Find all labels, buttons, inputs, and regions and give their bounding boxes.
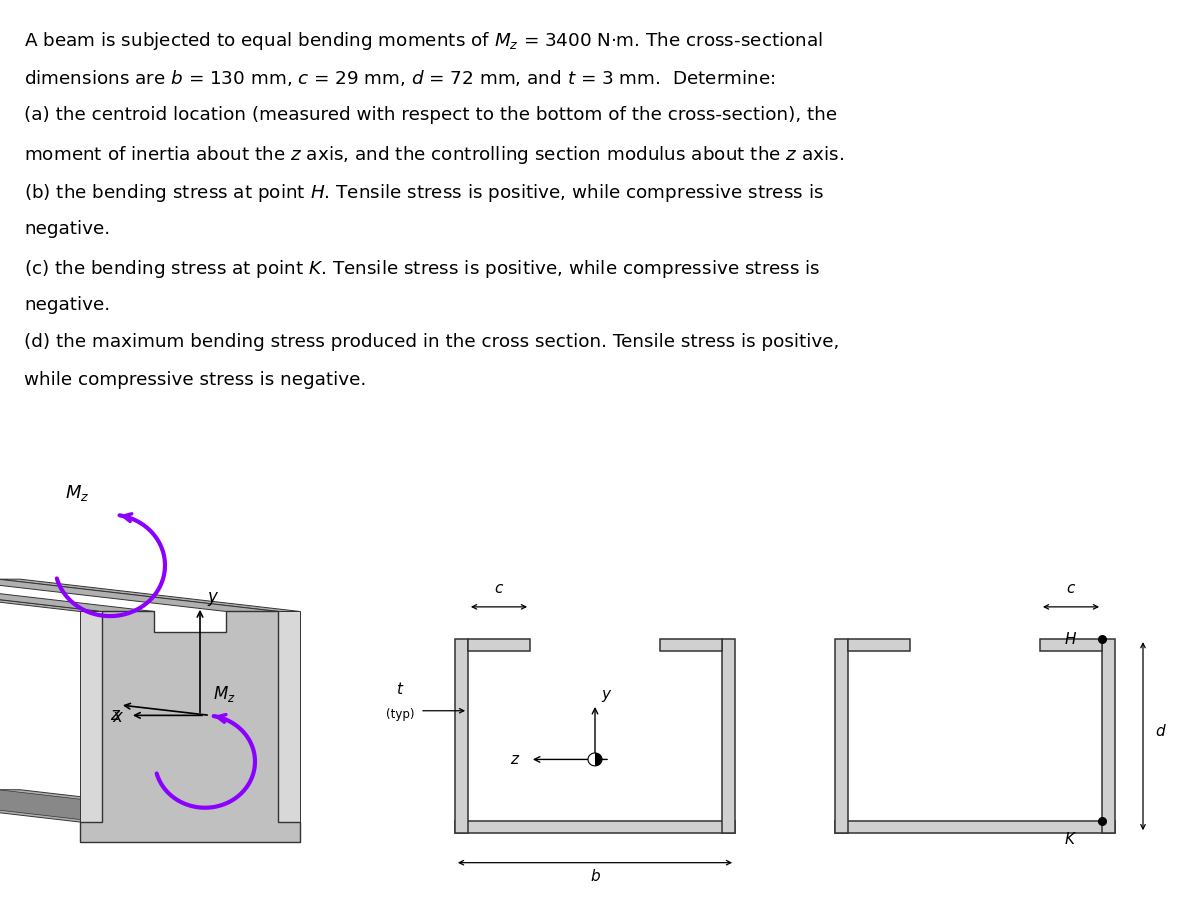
Polygon shape bbox=[0, 790, 278, 822]
Text: (b) the bending stress at point $H$. Tensile stress is positive, while compressi: (b) the bending stress at point $H$. Ten… bbox=[24, 181, 824, 204]
Text: while compressive stress is negative.: while compressive stress is negative. bbox=[24, 371, 366, 389]
Text: $d$: $d$ bbox=[1154, 723, 1166, 739]
Polygon shape bbox=[278, 611, 300, 822]
Polygon shape bbox=[455, 639, 468, 834]
Polygon shape bbox=[835, 639, 848, 834]
Polygon shape bbox=[848, 639, 910, 651]
Polygon shape bbox=[835, 821, 1115, 834]
Polygon shape bbox=[660, 639, 722, 651]
Text: (a) the centroid location (measured with respect to the bottom of the cross-sect: (a) the centroid location (measured with… bbox=[24, 106, 838, 124]
Text: (c) the bending stress at point $K$. Tensile stress is positive, while compressi: (c) the bending stress at point $K$. Ten… bbox=[24, 258, 821, 279]
Polygon shape bbox=[102, 611, 154, 632]
Text: $K$: $K$ bbox=[1064, 831, 1078, 847]
Text: $z$: $z$ bbox=[110, 706, 121, 724]
Polygon shape bbox=[80, 611, 300, 843]
Text: $c$: $c$ bbox=[494, 580, 504, 596]
Text: $H$: $H$ bbox=[1064, 630, 1078, 647]
Text: $y$: $y$ bbox=[601, 688, 612, 705]
Polygon shape bbox=[0, 580, 154, 611]
Polygon shape bbox=[80, 822, 300, 843]
Text: (typ): (typ) bbox=[385, 708, 414, 721]
Text: $y$: $y$ bbox=[206, 590, 220, 609]
Text: dimensions are $b$ = 130 mm, $c$ = 29 mm, $d$ = 72 mm, and $t$ = 3 mm.  Determin: dimensions are $b$ = 130 mm, $c$ = 29 mm… bbox=[24, 68, 775, 88]
Text: $t$: $t$ bbox=[396, 681, 404, 697]
Text: negative.: negative. bbox=[24, 296, 110, 314]
Polygon shape bbox=[722, 639, 734, 834]
Polygon shape bbox=[1102, 639, 1115, 834]
Polygon shape bbox=[0, 580, 300, 611]
Polygon shape bbox=[455, 821, 734, 834]
Text: negative.: negative. bbox=[24, 219, 110, 238]
Polygon shape bbox=[0, 580, 278, 611]
Polygon shape bbox=[468, 639, 530, 651]
Polygon shape bbox=[0, 790, 300, 822]
Polygon shape bbox=[0, 580, 102, 611]
Polygon shape bbox=[595, 753, 602, 766]
Text: (d) the maximum bending stress produced in the cross section. Tensile stress is : (d) the maximum bending stress produced … bbox=[24, 334, 839, 351]
Text: $x$: $x$ bbox=[112, 707, 125, 726]
Polygon shape bbox=[80, 611, 102, 822]
Polygon shape bbox=[588, 753, 595, 766]
Polygon shape bbox=[1040, 639, 1102, 651]
Text: moment of inertia about the $z$ axis, and the controlling section modulus about : moment of inertia about the $z$ axis, an… bbox=[24, 144, 844, 166]
Text: $c$: $c$ bbox=[1066, 580, 1076, 596]
Polygon shape bbox=[0, 580, 20, 810]
Text: $M_z$: $M_z$ bbox=[214, 684, 235, 704]
Text: A beam is subjected to equal bending moments of $M_z$ = 3400 N·m. The cross-sect: A beam is subjected to equal bending mom… bbox=[24, 30, 823, 52]
Text: $M_z$: $M_z$ bbox=[65, 483, 89, 502]
Text: $z$: $z$ bbox=[510, 752, 521, 767]
Polygon shape bbox=[226, 611, 278, 632]
Text: $b$: $b$ bbox=[589, 868, 600, 884]
